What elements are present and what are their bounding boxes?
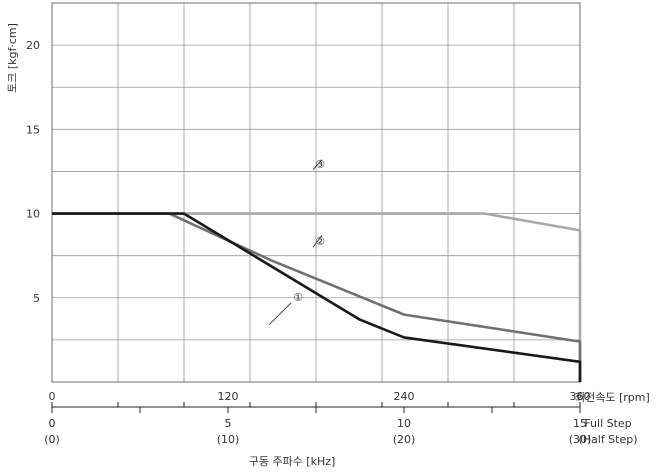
y-tick-label: 20 xyxy=(26,39,40,52)
full-step-tick-label: 15 xyxy=(573,417,587,430)
y-tick-label: 10 xyxy=(26,208,40,221)
y-axis-ticks: 5 10 15 20 xyxy=(26,39,40,305)
plot-border xyxy=(51,2,581,383)
series-layer xyxy=(52,212,582,382)
x-axis-label: 회전속도 [rpm] xyxy=(575,391,650,404)
plot-area-frame xyxy=(51,2,581,383)
chart-grid xyxy=(52,3,580,382)
frequency-axis: 0 (0) 5 (10) 10 (20) 15 (30) xyxy=(44,406,592,446)
rpm-tick-label: 360 xyxy=(570,390,591,403)
series-line xyxy=(52,212,582,382)
full-step-tick-label: 0 xyxy=(49,417,56,430)
series-line xyxy=(52,212,582,382)
y-tick-label: 5 xyxy=(33,292,40,305)
series-leader-line xyxy=(312,235,323,248)
rpm-tick-label: 0 xyxy=(49,390,56,403)
full-step-tick-label: 5 xyxy=(225,417,232,430)
rpm-axis: 0 120 240 360 xyxy=(49,390,591,408)
series-leader-line xyxy=(312,159,323,171)
series-marker-label: ② xyxy=(315,235,325,248)
series-marker-label: ③ xyxy=(315,158,325,171)
rpm-tick-label: 240 xyxy=(394,390,415,403)
half-step-tick-label: (10) xyxy=(217,433,240,446)
rpm-tick-label: 120 xyxy=(218,390,239,403)
series-leader-line xyxy=(268,302,292,326)
half-step-tick-label: (20) xyxy=(393,433,416,446)
half-step-label: (Half Step) xyxy=(578,433,637,446)
full-step-label: Full Step xyxy=(584,417,631,430)
full-step-tick-label: 10 xyxy=(397,417,411,430)
half-step-tick-label: (0) xyxy=(44,433,60,446)
series-markers: ① ② ③ xyxy=(268,158,325,326)
half-step-tick-label: (30) xyxy=(569,433,592,446)
y-tick-label: 15 xyxy=(26,123,40,136)
frequency-axis-label: 구동 주파수 [kHz] xyxy=(249,455,336,468)
y-axis-label: 토크 [kgf·cm] xyxy=(6,23,19,93)
series-marker-label: ① xyxy=(293,291,303,304)
